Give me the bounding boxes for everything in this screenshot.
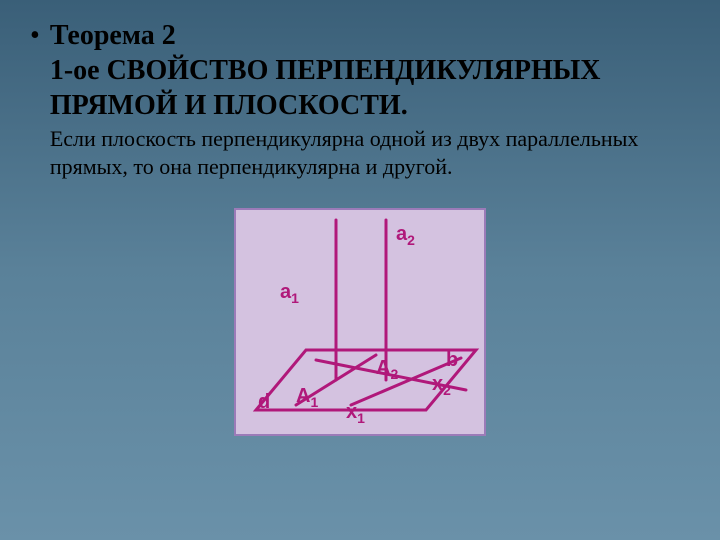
text-column: Теорема 2 1-ое СВОЙСТВО ПЕРПЕНДИКУЛЯРНЫХ… [50, 18, 690, 180]
heading-line-1: Теорема 2 [50, 20, 176, 51]
bullet-marker: • [30, 20, 40, 52]
label-A1: A1 [296, 386, 318, 409]
heading-line-2: 1-ое СВОЙСТВО ПЕРПЕНДИКУЛЯРНЫХ ПРЯМОЙ И … [50, 55, 601, 121]
label-A2: A2 [376, 358, 398, 381]
heading-period: . [401, 90, 408, 121]
label-b: b [446, 350, 458, 370]
label-d: d [258, 392, 270, 412]
label-x2: x2 [432, 374, 451, 397]
bullet-block: • Теорема 2 1-ое СВОЙСТВО ПЕРПЕНДИКУЛЯРН… [30, 18, 690, 180]
label-a2: a2 [396, 224, 415, 247]
label-x1: x1 [346, 402, 365, 425]
slide-content: • Теорема 2 1-ое СВОЙСТВО ПЕРПЕНДИКУЛЯРН… [0, 0, 720, 180]
theorem-body: Если плоскость перпендикулярна одной из … [50, 125, 690, 180]
figure-wrapper: a1 a2 A1 A2 x1 x2 b d [0, 208, 720, 436]
label-a1: a1 [280, 282, 299, 305]
geometry-figure: a1 a2 A1 A2 x1 x2 b d [234, 208, 486, 436]
theorem-heading: Теорема 2 1-ое СВОЙСТВО ПЕРПЕНДИКУЛЯРНЫХ… [50, 18, 690, 123]
